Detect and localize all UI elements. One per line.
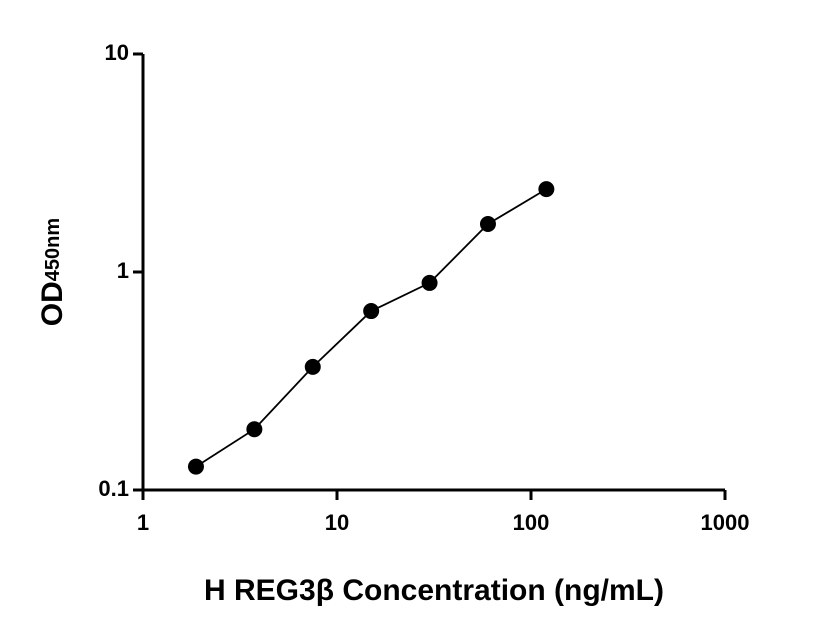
data-point (304, 358, 321, 375)
x-tick-label: 1 (137, 510, 149, 535)
y-axis-label: OD450nm (36, 218, 69, 326)
data-point (538, 181, 555, 198)
data-point (479, 216, 496, 233)
x-tick-label: 1000 (701, 510, 750, 535)
data-point (421, 274, 438, 291)
y-axis-label-subscript: 450nm (42, 218, 64, 281)
data-point (246, 421, 263, 438)
x-tick-label: 10 (325, 510, 349, 535)
y-tick-label: 10 (105, 40, 129, 65)
y-tick-label: 0.1 (98, 476, 129, 501)
data-point (187, 458, 204, 475)
y-tick-label: 1 (117, 258, 129, 283)
x-tick-label: 100 (513, 510, 550, 535)
y-axis-label-main: OD (36, 281, 69, 326)
x-axis-label: H REG3β Concentration (ng/mL) (204, 574, 664, 607)
data-point (363, 303, 380, 320)
